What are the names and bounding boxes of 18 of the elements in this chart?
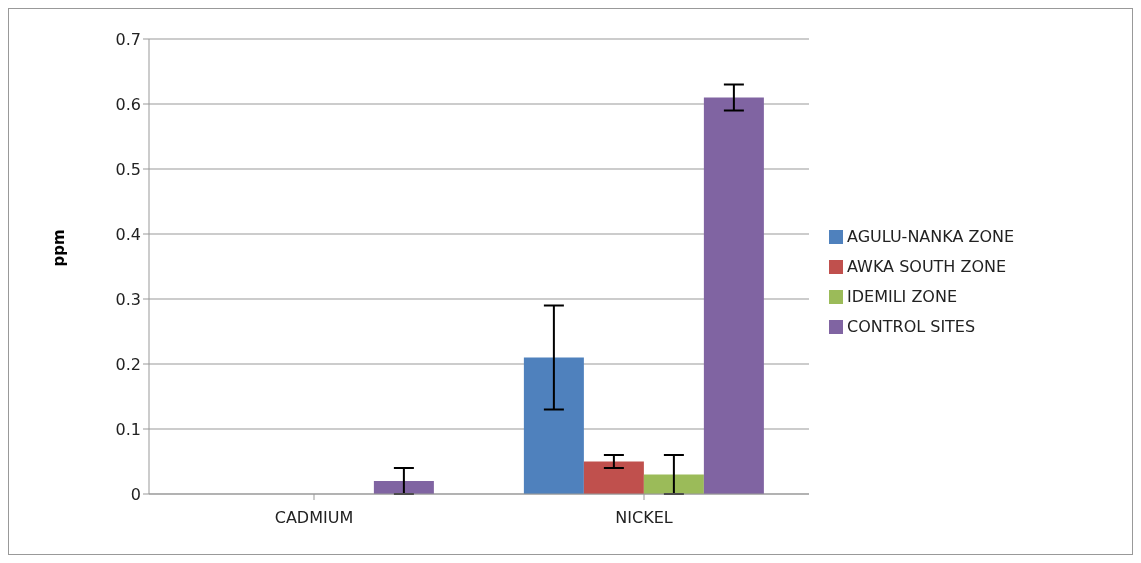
legend-label: AGULU-NANKA ZONE: [847, 226, 1015, 246]
y-tick-label: 0: [130, 484, 141, 504]
legend-label: AWKA SOUTH ZONE: [847, 256, 1007, 276]
bar: [523, 357, 584, 494]
x-tick-label: CADMIUM: [274, 508, 354, 528]
legend-label: IDEMILI ZONE: [847, 286, 958, 306]
bar: [703, 97, 764, 494]
y-tick-label: 0.3: [115, 289, 141, 309]
y-tick-label: 0.4: [115, 224, 141, 244]
bar: [583, 461, 644, 494]
y-axis-title: ppm: [50, 229, 69, 267]
y-tick-label: 0.2: [115, 354, 141, 374]
y-tick-label: 0.7: [115, 29, 141, 49]
y-tick-label: 0.6: [115, 94, 141, 114]
y-tick-label: 0.1: [115, 419, 141, 439]
legend-label: CONTROL SITES: [847, 316, 976, 336]
y-tick-label: 0.5: [115, 159, 141, 179]
x-tick-label: NICKEL: [615, 508, 673, 528]
